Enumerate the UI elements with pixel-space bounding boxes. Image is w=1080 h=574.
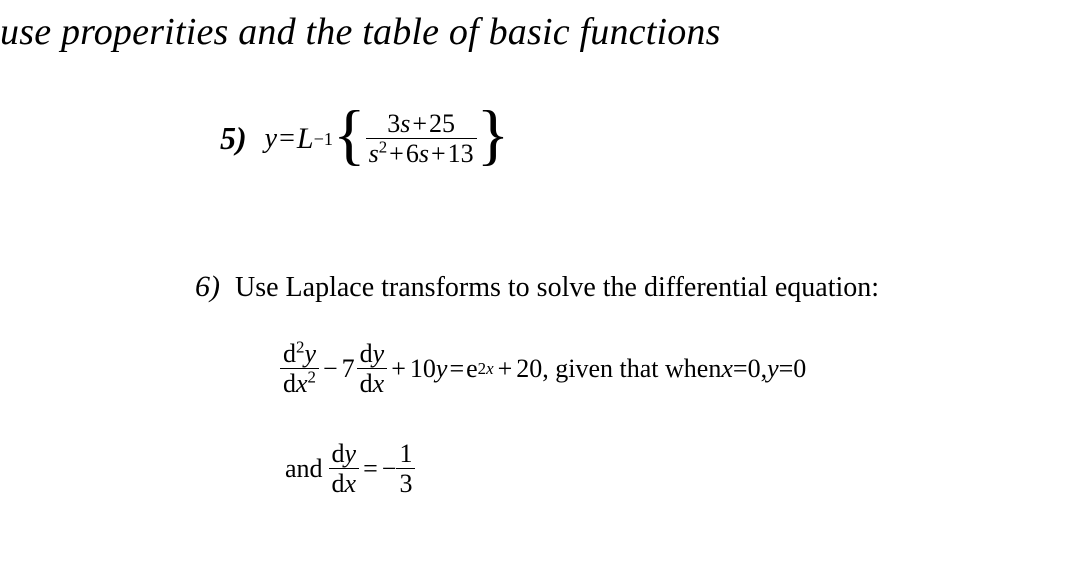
x: x xyxy=(345,469,357,498)
given-text: , given that when xyxy=(542,354,721,384)
page: use properities and the table of basic f… xyxy=(0,0,1080,574)
q5-number: 5) xyxy=(220,120,247,157)
d: d xyxy=(283,369,296,398)
dy-dx: dy dx xyxy=(357,340,388,398)
equals-sign: = xyxy=(449,354,464,384)
den-13: 13 xyxy=(448,139,474,168)
exp-x: x xyxy=(486,359,494,378)
y: y xyxy=(373,339,385,368)
plus-sign: + xyxy=(498,354,513,384)
initial-condition: and dy dx = − 1 3 xyxy=(285,440,415,498)
minus-sign: − xyxy=(382,454,397,484)
d: d xyxy=(283,339,296,368)
eq0a: =0, xyxy=(733,354,767,384)
minus-sign: − xyxy=(323,354,338,384)
d: d xyxy=(332,439,345,468)
x: x xyxy=(373,369,385,398)
den-6: 6 xyxy=(406,139,419,168)
q5-fraction: 3s+25 s2+6s+13 xyxy=(366,110,477,168)
num-1: 1 xyxy=(396,440,415,468)
coef-7: 7 xyxy=(342,354,355,384)
eq0b: =0 xyxy=(779,354,807,384)
d2y-dx2: d2y dx2 xyxy=(280,340,319,398)
e: e xyxy=(466,354,478,384)
coef-10: 10 xyxy=(410,354,436,384)
right-brace-icon: } xyxy=(477,111,510,159)
question-6: 6) Use Laplace transforms to solve the d… xyxy=(195,270,879,304)
plus-sign: + xyxy=(431,139,446,168)
dy-dx-cond: dy dx xyxy=(329,440,360,498)
den-3: 3 xyxy=(396,468,415,497)
plus-sign: + xyxy=(412,109,427,138)
q5-denominator: s2+6s+13 xyxy=(366,138,477,167)
equals-sign: = xyxy=(363,454,378,484)
num-3: 3 xyxy=(387,109,400,138)
plus-sign: + xyxy=(391,354,406,384)
plus-sign: + xyxy=(389,139,404,168)
y: y xyxy=(436,354,448,384)
num-s: s xyxy=(400,109,410,138)
sup-2: 2 xyxy=(308,368,316,387)
inverse-laplace-symbol: L xyxy=(297,122,314,156)
differential-equation: d2y dx2 − 7 dy dx + 10 y = e 2x + 20 , g… xyxy=(280,340,806,398)
left-brace-icon: { xyxy=(333,111,366,159)
const-20: 20 xyxy=(516,354,542,384)
equals-sign: = xyxy=(279,123,295,155)
exp-2: 2 xyxy=(478,359,486,378)
d: d xyxy=(332,469,345,498)
question-5: 5) y = L −1 { 3s+25 s2+6s+13 } xyxy=(220,110,509,168)
den-sq: 2 xyxy=(379,138,387,157)
q5-numerator: 3s+25 xyxy=(366,110,477,138)
and-text: and xyxy=(285,454,323,484)
d: d xyxy=(360,369,373,398)
q6-number: 6) xyxy=(195,270,220,303)
one-third: 1 3 xyxy=(396,440,415,498)
d: d xyxy=(360,339,373,368)
y: y xyxy=(304,339,316,368)
den-s2: s xyxy=(419,139,429,168)
x: x xyxy=(296,369,308,398)
den-s: s xyxy=(369,139,379,168)
y: y xyxy=(767,354,779,384)
x: x xyxy=(721,354,733,384)
num-25: 25 xyxy=(429,109,455,138)
page-heading: use properities and the table of basic f… xyxy=(0,10,721,54)
y: y xyxy=(345,439,357,468)
q5-y: y xyxy=(265,123,277,155)
q6-text: Use Laplace transforms to solve the diff… xyxy=(235,272,879,303)
